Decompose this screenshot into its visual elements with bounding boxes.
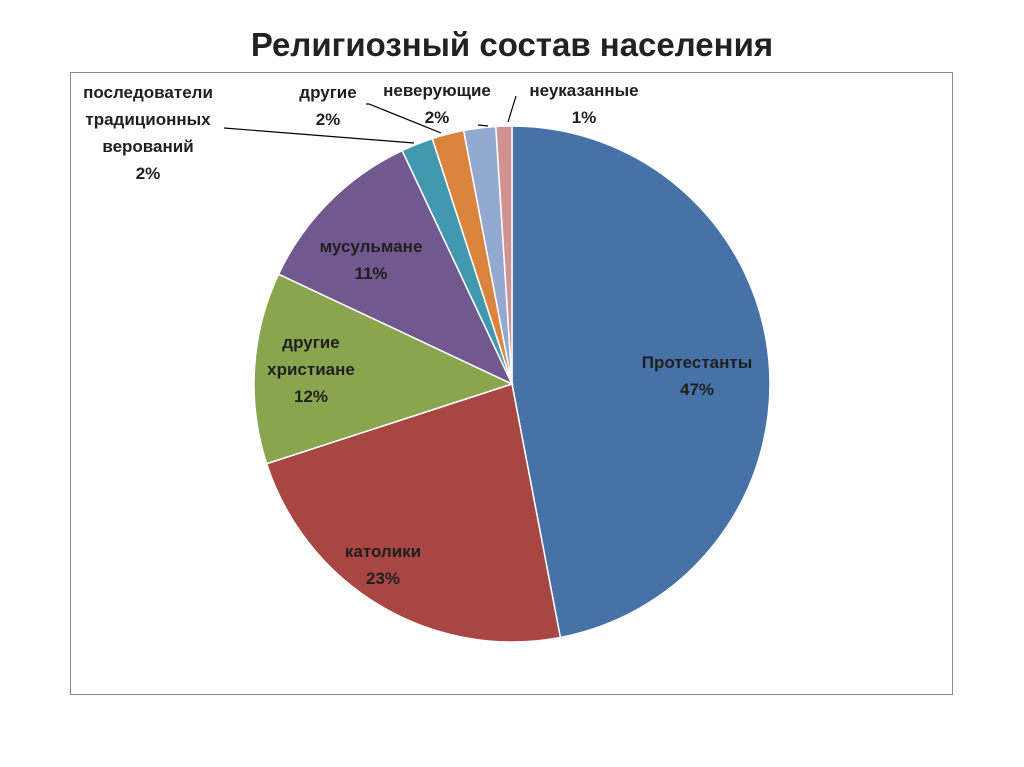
slice-label-6: другие 2%	[299, 83, 356, 129]
slice-label-2: католики 23%	[345, 542, 421, 588]
pie-slice-3	[253, 273, 515, 465]
pie-slice-2	[265, 383, 562, 643]
leader-line-7	[477, 124, 489, 127]
leader-line-6	[366, 103, 442, 134]
slice-label-4: мусульмане 11%	[320, 237, 423, 283]
leader-line-5	[223, 127, 415, 144]
leader-line-8	[507, 95, 517, 123]
pie-slice-4	[277, 149, 514, 386]
pie-slice-8	[495, 125, 513, 385]
page-title: Религиозный состав населения	[250, 26, 774, 63]
slice-label-5: последователи традиционных верований 2%	[83, 83, 213, 183]
slice-label-1: Протестанты 47%	[642, 353, 752, 399]
pie-slice-1	[511, 125, 771, 639]
slice-label-8: неуказанные 1%	[529, 81, 638, 127]
slice-label-7: неверующие 2%	[383, 81, 491, 127]
slice-label-3: другие христиане 12%	[267, 333, 355, 406]
chart-frame	[70, 72, 953, 695]
